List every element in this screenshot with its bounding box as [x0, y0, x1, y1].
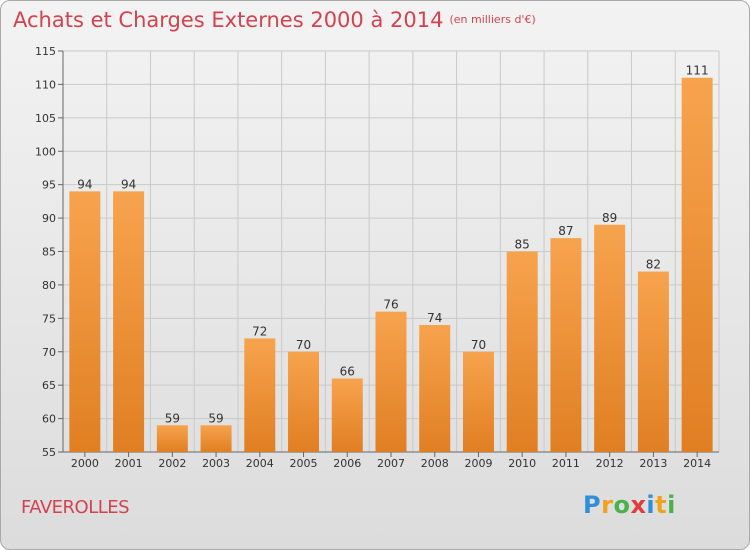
y-tick-label: 85 [42, 246, 56, 259]
bar [156, 425, 188, 452]
bar [113, 191, 145, 452]
data-label: 72 [252, 324, 267, 338]
bar [594, 224, 626, 452]
x-tick-label: 2008 [421, 457, 449, 470]
data-label: 59 [165, 411, 180, 425]
data-label: 70 [296, 338, 311, 352]
bar [419, 325, 451, 452]
y-tick-label: 95 [42, 179, 56, 192]
tick-labels: 55 60 65 70 75 80 85 90 95 100 105 110 115 2000 2001 20… [35, 45, 711, 470]
data-label: 66 [340, 364, 355, 378]
x-tick-label: 2001 [115, 457, 143, 470]
data-label: 89 [602, 211, 617, 225]
brand-letter: r [601, 491, 614, 519]
chart-title: Achats et Charges Externes 2000 à 2014 (e… [13, 8, 536, 32]
proxiti-logo[interactable]: Proxiti [583, 491, 676, 519]
bar [506, 251, 538, 452]
brand-letter: i [667, 491, 676, 519]
y-tick-label: 115 [35, 45, 56, 58]
bar [550, 238, 582, 452]
x-tick-label: 2012 [596, 457, 624, 470]
bar [331, 378, 363, 452]
y-tick-label: 100 [35, 145, 56, 158]
x-tick-label: 2009 [464, 457, 492, 470]
y-tick-label: 60 [42, 413, 56, 426]
data-label: 74 [427, 311, 442, 325]
x-tick-label: 2005 [290, 457, 318, 470]
x-tick-label: 2006 [333, 457, 361, 470]
chart-unit-label: (en milliers d'€) [449, 13, 536, 26]
data-label: 94 [121, 177, 136, 191]
x-tick-label: 2000 [71, 457, 99, 470]
bar [375, 311, 407, 452]
bar [288, 351, 320, 452]
data-label: 82 [646, 258, 661, 272]
y-tick-label: 55 [42, 446, 56, 459]
y-tick-label: 75 [42, 312, 56, 325]
x-tick-label: 2011 [552, 457, 580, 470]
bar [637, 271, 669, 452]
x-tick-label: 2007 [377, 457, 405, 470]
x-tick-label: 2013 [639, 457, 667, 470]
x-tick-label: 2003 [202, 457, 230, 470]
y-tick-label: 110 [35, 78, 56, 91]
brand-letter: i [646, 491, 656, 519]
brand-letter: P [583, 491, 602, 519]
data-label: 70 [471, 338, 486, 352]
brand-letter: x [630, 491, 647, 519]
bar [69, 191, 101, 452]
brand-letter: t [655, 491, 668, 519]
y-tick-label: 70 [42, 346, 56, 359]
y-tick-label: 65 [42, 379, 56, 392]
chart-title-text: Achats et Charges Externes 2000 à 2014 [13, 8, 444, 32]
commune-name: FAVEROLLES [21, 497, 130, 518]
data-label: 85 [515, 238, 530, 252]
x-tick-label: 2004 [246, 457, 274, 470]
bars [69, 77, 713, 452]
data-labels: 94 94 59 59 72 70 66 76 74 70 85 87 89 82 111 [77, 64, 708, 426]
brand-letter: o [613, 491, 631, 519]
data-label: 87 [558, 224, 573, 238]
bar [681, 77, 713, 452]
bar [244, 338, 276, 452]
data-label: 111 [686, 64, 709, 78]
y-tick-label: 80 [42, 279, 56, 292]
data-label: 59 [208, 411, 223, 425]
bar [462, 351, 494, 452]
y-tick-label: 90 [42, 212, 56, 225]
x-tick-label: 2014 [683, 457, 711, 470]
data-label: 76 [383, 298, 398, 312]
x-tick-label: 2002 [158, 457, 186, 470]
data-label: 94 [77, 177, 92, 191]
bar [200, 425, 232, 452]
y-tick-label: 105 [35, 112, 56, 125]
x-tick-label: 2010 [508, 457, 536, 470]
